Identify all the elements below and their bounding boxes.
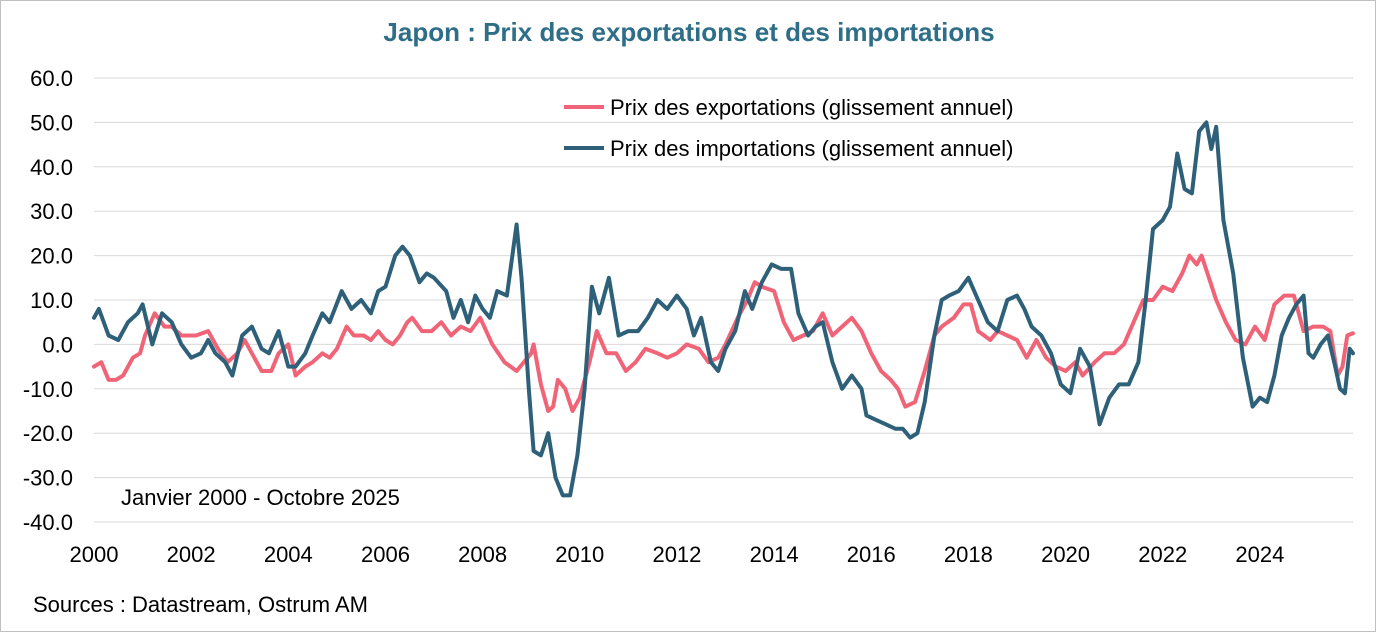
y-tick-label: 10.0 xyxy=(30,288,73,313)
series-line-imports xyxy=(92,120,1355,498)
y-tick-label: -40.0 xyxy=(23,510,73,535)
y-tick-label: 0.0 xyxy=(42,332,73,357)
y-tick-label: -30.0 xyxy=(23,466,73,491)
y-tick-label: 20.0 xyxy=(30,244,73,269)
legend: Prix des exportations (glissement annuel… xyxy=(564,95,1014,161)
x-tick-label: 2020 xyxy=(1041,542,1090,567)
x-axis-tick-labels: 2000 2002 2004 2006 2008 2010 2012 2014 2016 2018… xyxy=(70,542,1285,567)
legend-label-imports: Prix des importations (glissement annuel… xyxy=(610,136,1014,161)
x-tick-label: 2016 xyxy=(847,542,896,567)
x-tick-label: 2024 xyxy=(1235,542,1284,567)
chart-title: Japon : Prix des exportations et des imp… xyxy=(383,17,994,47)
y-tick-label: 50.0 xyxy=(30,110,73,135)
x-tick-label: 2014 xyxy=(750,542,799,567)
y-tick-label: 60.0 xyxy=(30,66,73,91)
x-tick-label: 2002 xyxy=(167,542,216,567)
x-tick-label: 2022 xyxy=(1138,542,1187,567)
gridlines xyxy=(94,77,1353,523)
x-tick-label: 2006 xyxy=(361,542,410,567)
x-tick-label: 2004 xyxy=(264,542,313,567)
date-range-annotation: Janvier 2000 - Octobre 2025 xyxy=(121,485,400,510)
series-lines xyxy=(92,120,1355,498)
y-tick-label: -10.0 xyxy=(23,377,73,402)
sources-note: Sources : Datastream, Ostrum AM xyxy=(33,592,368,617)
x-tick-label: 2010 xyxy=(555,542,604,567)
y-axis-tick-labels: 60.0 50.0 40.0 30.0 20.0 10.0 0.0 -10.0 -20.0 -30… xyxy=(23,66,73,535)
legend-label-exports: Prix des exportations (glissement annuel… xyxy=(610,95,1014,120)
series-line-exports xyxy=(92,253,1355,413)
x-tick-label: 2018 xyxy=(944,542,993,567)
y-tick-label: -20.0 xyxy=(23,421,73,446)
x-tick-label: 2012 xyxy=(652,542,701,567)
x-tick-label: 2008 xyxy=(458,542,507,567)
y-tick-label: 30.0 xyxy=(30,199,73,224)
y-tick-label: 40.0 xyxy=(30,155,73,180)
x-tick-label: 2000 xyxy=(70,542,119,567)
